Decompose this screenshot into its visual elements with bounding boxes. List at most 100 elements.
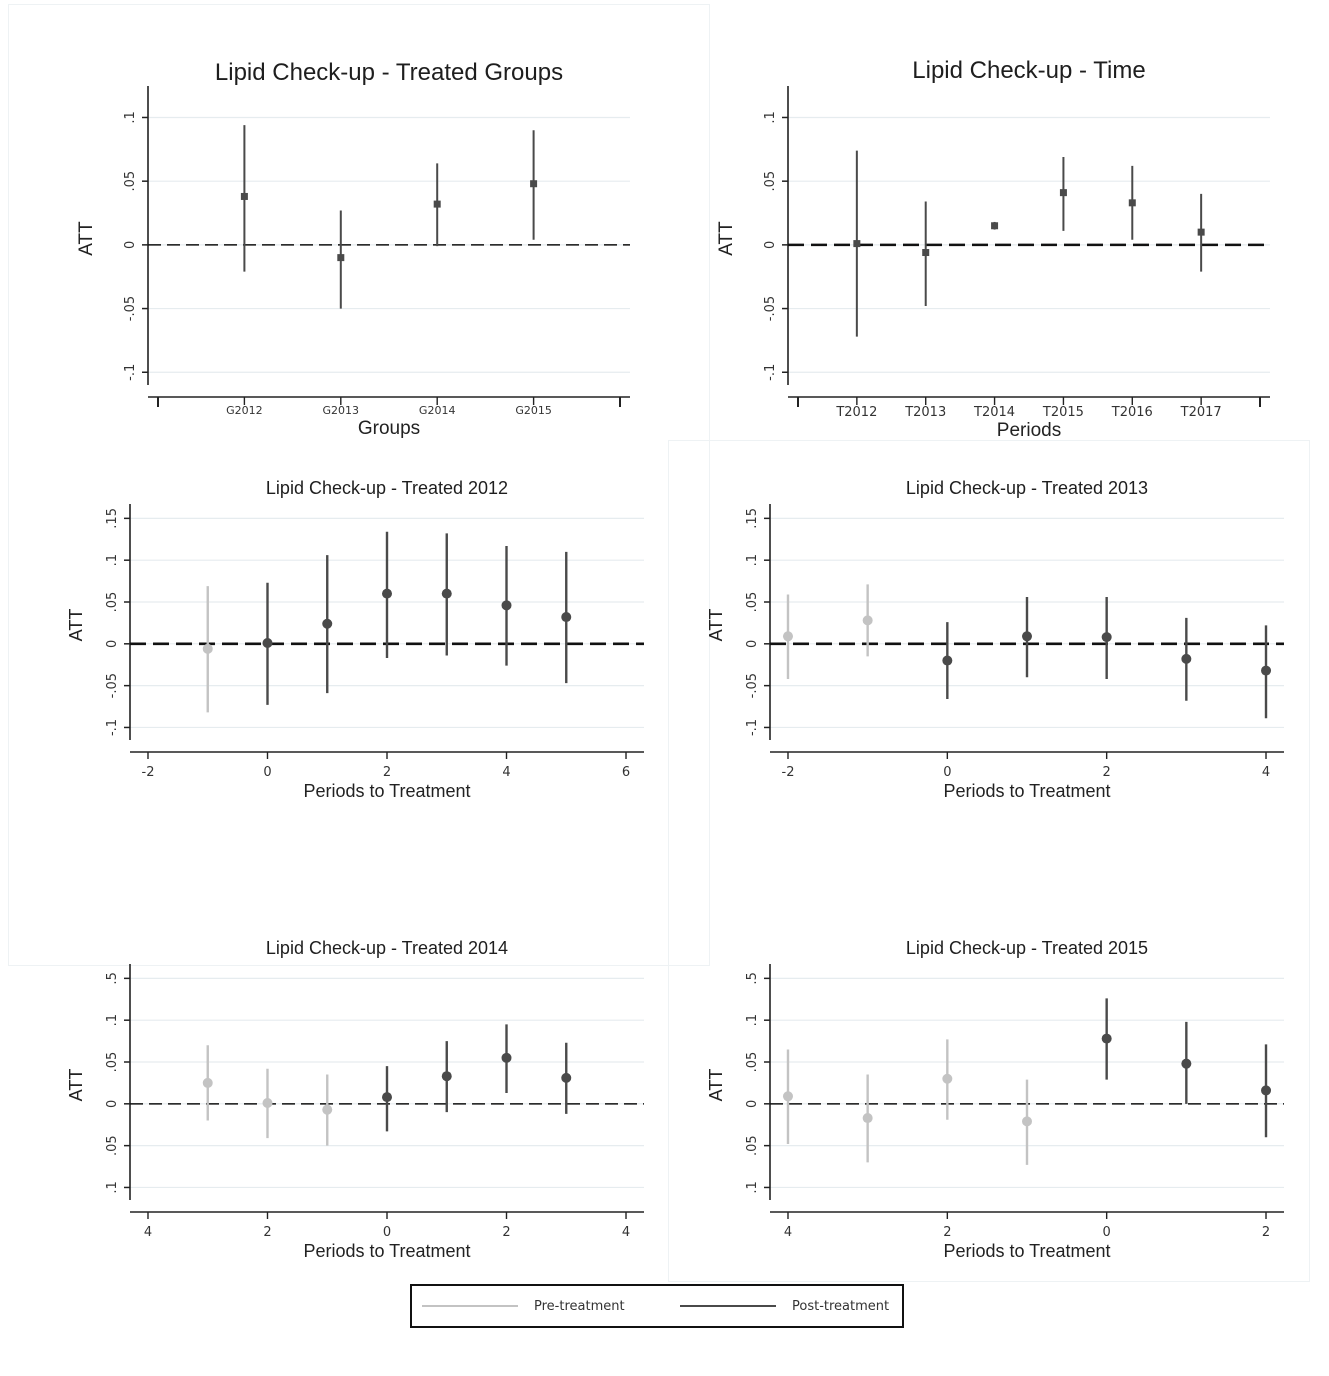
y-tick-label: .1 xyxy=(123,111,138,123)
x-tick-label: G2013 xyxy=(323,404,360,417)
point-marker xyxy=(262,637,273,648)
point-marker xyxy=(922,249,930,257)
y-tick-label: .5 xyxy=(105,972,120,984)
x-tick-label: 0 xyxy=(1103,1225,1111,1240)
point-marker xyxy=(991,222,999,230)
y-tick-label: .1 xyxy=(763,111,778,123)
point-marker xyxy=(322,1104,333,1115)
x-tick-label: 4 xyxy=(784,1225,792,1240)
point-marker xyxy=(337,254,345,262)
point-marker xyxy=(262,1097,273,1108)
y-tick-label: .05 xyxy=(105,592,120,613)
x-axis-label: Periods to Treatment xyxy=(943,781,1110,801)
x-axis-label: Periods to Treatment xyxy=(943,1241,1110,1261)
point-marker xyxy=(441,1071,452,1082)
legend-swatch-post xyxy=(680,1305,776,1307)
chart-title: Lipid Check-up - Treated Groups xyxy=(215,59,563,86)
x-tick-label: 4 xyxy=(144,1225,152,1240)
point-marker xyxy=(1261,665,1272,676)
y-tick-label: .15 xyxy=(105,508,120,529)
y-tick-label: .1 xyxy=(105,1014,120,1026)
chart-time: Lipid Check-up - Time -.1 -.05 0 .05 .1 T2012 T… xyxy=(710,50,1290,445)
chart-title: Lipid Check-up - Treated 2015 xyxy=(906,938,1148,958)
y-tick-label: .1 xyxy=(105,554,120,566)
chart-treated-2012: Lipid Check-up - Treated 2012 -.1 -.05 0 .05… xyxy=(60,470,660,810)
y-tick-label: .1 xyxy=(105,1181,120,1193)
point-marker xyxy=(202,643,213,654)
point-marker xyxy=(942,655,953,666)
y-tick-label: 0 xyxy=(105,640,120,648)
x-tick-label: T2014 xyxy=(973,405,1015,420)
x-tick-label: T2013 xyxy=(904,405,946,420)
chart-treated-2014: Lipid Check-up - Treated 2014 .1 .05 0 .05 .1… xyxy=(60,930,660,1270)
point-marker xyxy=(561,1072,572,1083)
y-tick-label: .05 xyxy=(105,1052,120,1073)
y-axis-label: ATT xyxy=(66,609,86,642)
x-tick-label: T2012 xyxy=(835,405,877,420)
y-tick-label: 0 xyxy=(745,640,760,648)
chart-title: Lipid Check-up - Treated 2013 xyxy=(906,478,1148,498)
chart-svg: Lipid Check-up - Treated Groups -.1 -.05 0.… xyxy=(76,59,630,439)
point-marker xyxy=(942,1073,953,1084)
y-tick-label: -.05 xyxy=(745,673,760,698)
y-axis-label: ATT xyxy=(66,1069,86,1102)
point-marker xyxy=(853,240,861,248)
legend-item-post: Post-treatment xyxy=(680,1286,889,1326)
y-tick-label: .05 xyxy=(745,1135,760,1156)
chart-treated-2015: Lipid Check-up - Treated 2015 .1 .05 0 .05 .1… xyxy=(700,930,1300,1270)
chart-svg: Lipid Check-up - Treated 2013 -.1 -.05 0 .05… xyxy=(706,478,1284,801)
y-tick-label: -.1 xyxy=(745,719,760,736)
x-tick-label: 2 xyxy=(1103,765,1111,780)
x-tick-label: 2 xyxy=(263,1225,271,1240)
y-tick-label: 0 xyxy=(763,241,778,249)
y-tick-label: .1 xyxy=(745,1014,760,1026)
x-tick-label: 2 xyxy=(1262,1225,1270,1240)
y-tick-label: 0 xyxy=(745,1100,760,1108)
point-marker xyxy=(1101,632,1112,643)
point-marker xyxy=(1261,1085,1272,1096)
x-tick-label: -2 xyxy=(782,765,795,780)
chart-svg: Lipid Check-up - Time -.1 -.05 0 .05 .1 T2012 T… xyxy=(716,57,1270,441)
x-tick-label: 2 xyxy=(383,765,391,780)
point-marker xyxy=(1181,1058,1192,1069)
x-tick-label: 2 xyxy=(943,1225,951,1240)
chart-svg: Lipid Check-up - Treated 2014 .1 .05 0 .05 .1… xyxy=(66,938,644,1261)
y-axis-label: ATT xyxy=(706,1069,726,1102)
point-marker xyxy=(530,180,538,188)
x-tick-label: T2015 xyxy=(1042,405,1084,420)
y-tick-label: .15 xyxy=(745,508,760,529)
point-marker xyxy=(1022,1116,1032,1127)
chart-title: Lipid Check-up - Treated 2014 xyxy=(266,938,508,958)
legend-swatch-pre xyxy=(422,1305,518,1307)
y-tick-label: .05 xyxy=(123,171,138,192)
point-marker xyxy=(433,200,441,208)
y-tick-label: 0 xyxy=(105,1100,120,1108)
point-marker xyxy=(862,615,873,626)
x-axis-label: Periods to Treatment xyxy=(303,1241,470,1261)
legend-label-post: Post-treatment xyxy=(792,1298,890,1314)
x-axis-label: Periods xyxy=(997,420,1061,441)
legend-label-pre: Pre-treatment xyxy=(534,1298,625,1314)
x-tick-label: 4 xyxy=(502,765,510,780)
y-tick-label: .05 xyxy=(763,171,778,192)
point-marker xyxy=(382,1092,392,1103)
y-tick-label: .05 xyxy=(745,1052,760,1073)
x-tick-label: G2014 xyxy=(419,404,456,417)
x-tick-label: G2012 xyxy=(226,404,263,417)
point-marker xyxy=(1022,631,1032,642)
chart-title: Lipid Check-up - Time xyxy=(912,57,1145,84)
chart-treated-2013: Lipid Check-up - Treated 2013 -.1 -.05 0 .05… xyxy=(700,470,1300,810)
y-tick-label: -.1 xyxy=(105,719,120,736)
y-tick-label: -.1 xyxy=(123,364,138,381)
x-tick-label: 0 xyxy=(263,765,271,780)
chart-svg: Lipid Check-up - Treated 2012 -.1 -.05 0 .05… xyxy=(66,478,644,801)
chart-legend: Pre-treatment Post-treatment xyxy=(410,1284,904,1328)
point-marker xyxy=(202,1077,213,1088)
y-tick-label: .1 xyxy=(745,1181,760,1193)
background-frame-left xyxy=(8,4,710,966)
chart-svg: Lipid Check-up - Treated 2015 .1 .05 0 .05 .1… xyxy=(706,938,1284,1261)
x-tick-label: -2 xyxy=(142,765,155,780)
point-marker xyxy=(561,612,572,623)
point-marker xyxy=(240,192,248,200)
y-tick-label: -.05 xyxy=(123,296,138,321)
